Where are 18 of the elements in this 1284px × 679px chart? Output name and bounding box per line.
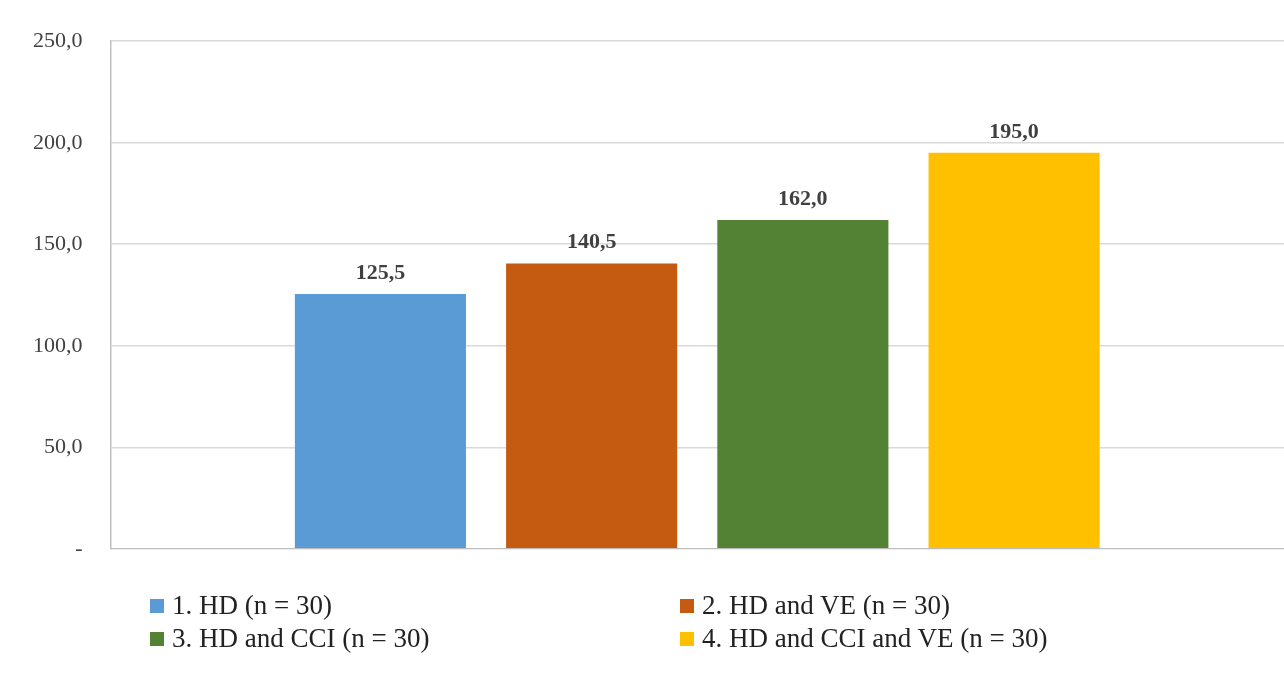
data-label: 125,5 xyxy=(355,258,406,284)
bar xyxy=(717,219,889,549)
y-tick-label: 150,0 xyxy=(33,230,83,256)
y-tick-label: 100,0 xyxy=(33,331,83,357)
y-tick-label: 250,0 xyxy=(33,26,83,52)
data-label: 140,5 xyxy=(566,228,617,254)
y-tick-label: 200,0 xyxy=(33,128,83,154)
legend-label: 3. HD and CCI (n = 30) xyxy=(172,623,430,654)
bar xyxy=(506,263,678,549)
data-label: 162,0 xyxy=(778,184,828,210)
legend-label: 4. HD and CCI and VE (n = 30) xyxy=(702,623,1048,654)
y-tick-label: - xyxy=(75,534,83,560)
legend-label: 2. HD and VE (n = 30) xyxy=(702,590,950,621)
bar xyxy=(294,293,466,549)
legend-label: 1. HD (n = 30) xyxy=(172,590,332,621)
y-tick-label: 50,0 xyxy=(44,433,83,459)
bar xyxy=(928,152,1100,549)
data-label: 195,0 xyxy=(989,117,1039,143)
